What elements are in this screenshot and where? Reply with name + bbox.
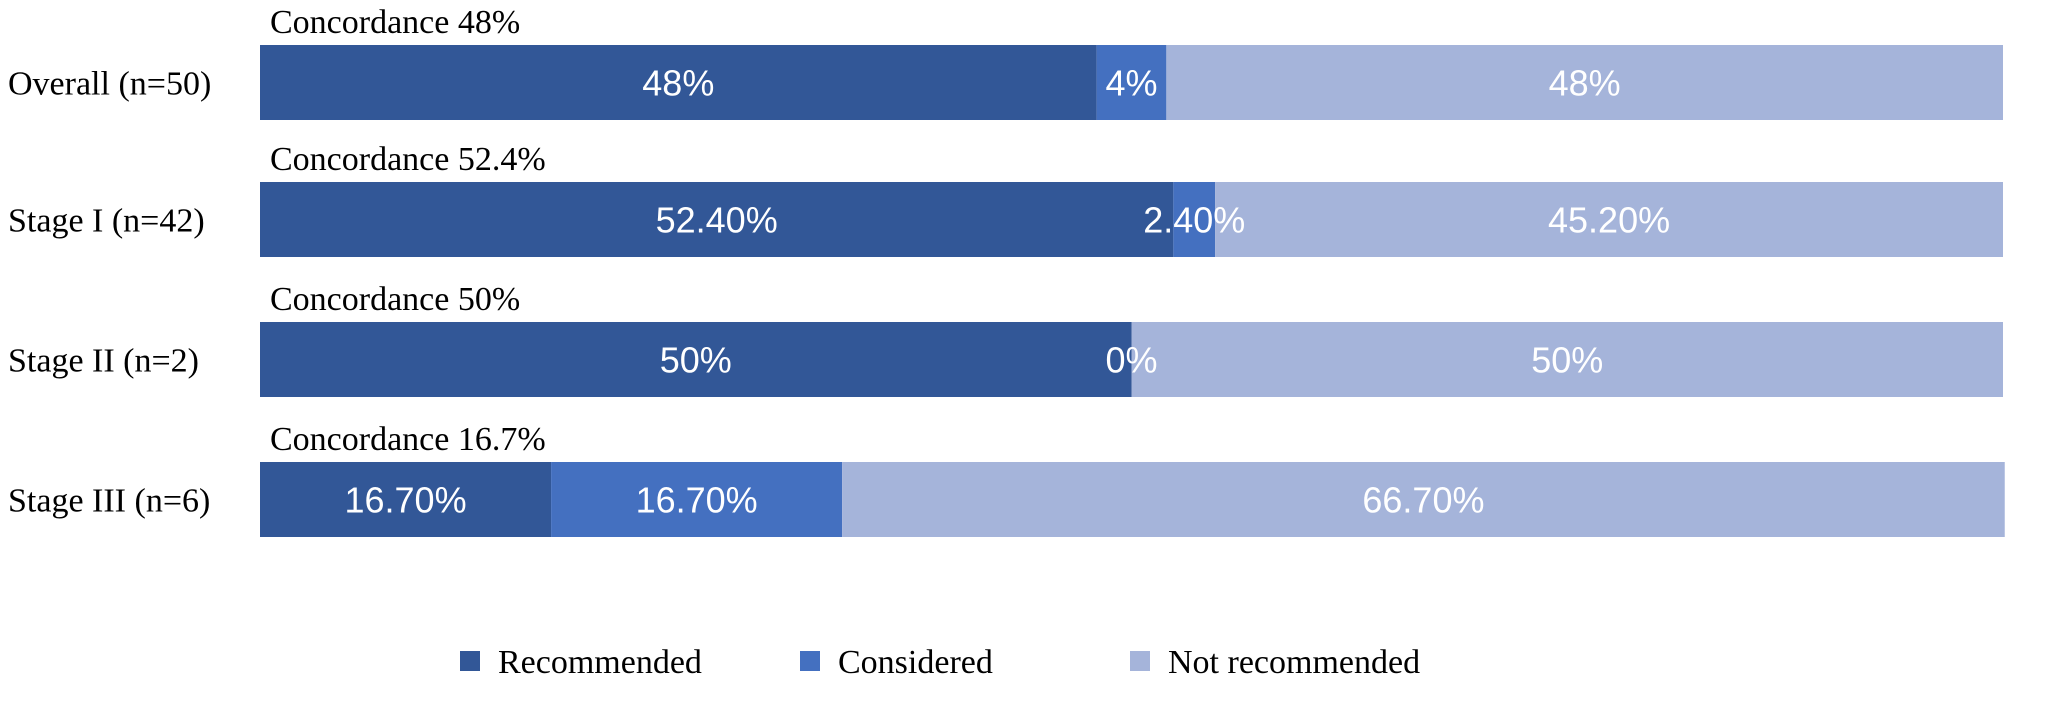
category-label: Stage III (n=6) — [8, 483, 210, 520]
legend-swatch — [800, 651, 820, 671]
bar-segment — [1096, 45, 1167, 120]
category-labels-group: Overall (n=50) Stage I (n=42) Stage II (n=… — [8, 66, 211, 520]
bar-value-labels-group: 48% 4% 48% 52.40% 2.40% 45.20% 50% 0% 50% 16.70% 1… — [344, 63, 1670, 521]
bar-value-label: 52.40% — [656, 200, 778, 241]
bar-segment — [1131, 322, 2003, 397]
bar-value-label: 16.70% — [636, 480, 758, 521]
bar-value-label: 0% — [1105, 340, 1157, 381]
bar-segment — [842, 462, 2005, 537]
legend-label: Considered — [838, 644, 993, 681]
bar-segment — [260, 182, 1174, 257]
legend-label: Not recommended — [1168, 644, 1420, 681]
concordance-annotation: Concordance 52.4% — [270, 141, 546, 178]
bar-segment — [1166, 45, 2003, 120]
bar-value-label: 50% — [1531, 340, 1603, 381]
bar-value-label: 50% — [660, 340, 732, 381]
bar-value-label: 48% — [1549, 63, 1621, 104]
bar-value-label: 45.20% — [1548, 200, 1670, 241]
concordance-annotations-group: Concordance 48% Concordance 52.4% Concorda… — [270, 4, 546, 458]
bar-value-label: 16.70% — [344, 480, 466, 521]
legend: Recommended Considered Not recommended — [460, 644, 1420, 681]
legend-label: Recommended — [498, 644, 702, 681]
bars-group — [260, 45, 2005, 537]
category-label: Stage II (n=2) — [8, 343, 199, 380]
legend-swatch — [1130, 651, 1150, 671]
bar-value-label: 66.70% — [1362, 480, 1484, 521]
concordance-annotation: Concordance 16.7% — [270, 421, 546, 458]
bar-segment — [260, 462, 552, 537]
bar-segment — [1173, 182, 1216, 257]
bar-segment — [260, 45, 1097, 120]
category-label: Overall (n=50) — [8, 66, 211, 103]
concordance-annotation: Concordance 48% — [270, 4, 520, 41]
bar-segment — [1215, 182, 2003, 257]
legend-swatch — [460, 651, 480, 671]
concordance-annotation: Concordance 50% — [270, 281, 520, 318]
bar-value-label: 4% — [1105, 63, 1157, 104]
bar-segment — [260, 322, 1132, 397]
bar-segment — [551, 462, 843, 537]
category-label: Stage I (n=42) — [8, 203, 205, 240]
bar-value-label: 48% — [642, 63, 714, 104]
bar-value-label: 2.40% — [1143, 200, 1245, 241]
